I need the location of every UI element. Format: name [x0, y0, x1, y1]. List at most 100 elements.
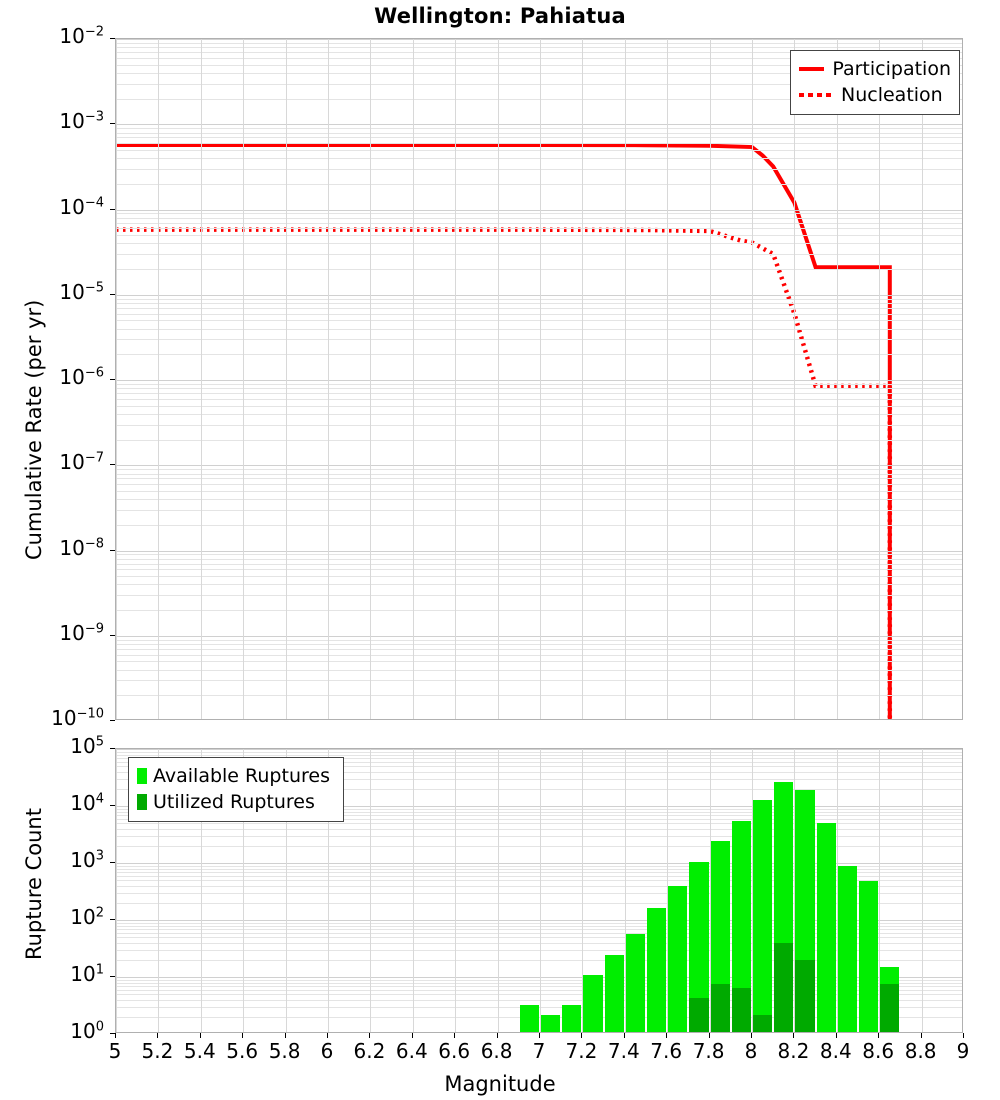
gridline-minor [116, 473, 962, 475]
curve-nucleation [116, 227, 893, 719]
y-tick-mark [110, 549, 115, 551]
gridline-minor [116, 52, 962, 54]
gridline-minor [116, 42, 962, 44]
gridline-minor [116, 217, 962, 219]
gridline-major [116, 380, 962, 381]
x-tick-mark [199, 1033, 201, 1038]
gridline-minor [116, 932, 962, 934]
x-tick-mark [369, 1033, 371, 1038]
bar-available-ruptures [816, 822, 836, 1032]
legend-item: Utilized Ruptures [137, 789, 335, 815]
x-axis-label: Magnitude [444, 1072, 556, 1096]
gridline-vertical [328, 39, 329, 719]
gridline-minor [116, 398, 962, 400]
gridline-vertical [200, 749, 202, 1032]
y-tick-mark [110, 748, 115, 749]
gridline-minor [116, 478, 962, 480]
gridline-minor [116, 413, 962, 415]
gridline-minor [116, 989, 962, 991]
bar-utilized-ruptures [731, 987, 751, 1032]
gridline-minor [116, 584, 962, 586]
bar-available-ruptures [625, 934, 645, 1032]
gridline-major [116, 39, 962, 40]
gridline-minor [116, 766, 962, 768]
gridline-minor [116, 128, 962, 130]
gridline-minor [116, 823, 962, 825]
gridline-minor [116, 761, 962, 763]
x-tick-mark [920, 1033, 922, 1038]
gridline-vertical [116, 39, 117, 719]
gridline-vertical [158, 39, 160, 719]
y-tick-label: 105 [70, 734, 104, 758]
bar-utilized-ruptures [753, 1014, 773, 1032]
y-tick-mark [110, 1033, 115, 1034]
gridline-minor [116, 303, 962, 304]
gridline-minor [116, 902, 962, 904]
gridline-major [116, 635, 962, 637]
bar-utilized-ruptures [774, 943, 794, 1032]
x-tick-label: 8.8 [904, 1039, 937, 1063]
gridline-minor [116, 828, 962, 830]
gridline-minor [116, 499, 962, 501]
gridline-minor [116, 644, 962, 645]
gridline-minor [116, 298, 962, 300]
x-tick-mark [284, 1033, 286, 1038]
x-tick-mark [623, 1033, 625, 1038]
gridline-minor [116, 994, 962, 996]
x-tick-label: 6 [320, 1039, 334, 1063]
gridline-vertical [624, 39, 626, 719]
gridline-minor [116, 132, 962, 134]
gridline-minor [116, 814, 962, 816]
y-tick-label: 10−7 [59, 450, 104, 475]
x-tick-mark [793, 1033, 795, 1038]
gridline-minor [116, 243, 962, 245]
x-tick-mark [411, 1033, 413, 1038]
gridline-minor [116, 937, 962, 939]
gridline-minor [116, 64, 962, 66]
bar-available-ruptures [583, 975, 603, 1032]
legend-label: Available Ruptures [153, 765, 330, 787]
gridline-minor [116, 754, 962, 756]
y-tick-label: 103 [70, 848, 104, 872]
y-tick-label: 104 [70, 791, 104, 815]
gridline-vertical [158, 749, 160, 1032]
rupture-count-plot [115, 748, 963, 1033]
x-tick-label: 9 [956, 1039, 970, 1063]
x-tick-label: 8.2 [777, 1039, 810, 1063]
gridline-vertical [497, 39, 499, 719]
gridline-minor [116, 269, 962, 271]
y-tick-label: 10−4 [59, 194, 104, 219]
legend-label: Nucleation [841, 84, 943, 106]
x-tick-label: 7.2 [565, 1039, 598, 1063]
bar-available-ruptures [731, 821, 751, 1032]
gridline-minor [116, 254, 962, 256]
gridline-minor [116, 922, 962, 924]
y-tick-label: 10−3 [59, 109, 104, 134]
gridline-minor [116, 307, 962, 309]
gridline-minor [116, 669, 962, 671]
gridline-vertical [667, 749, 669, 1032]
gridline-minor [116, 942, 962, 944]
x-tick-label: 8 [744, 1039, 758, 1063]
y-tick-mark [110, 976, 115, 977]
y-tick-mark [110, 919, 115, 920]
bar-utilized-ruptures [689, 997, 709, 1032]
gridline-vertical [285, 39, 287, 719]
gridline-minor [116, 383, 962, 385]
legend-label: Utilized Ruptures [153, 791, 315, 813]
color-swatch-icon [137, 794, 147, 810]
x-tick-label: 6.8 [480, 1039, 513, 1063]
gridline-minor [116, 757, 962, 759]
x-tick-mark [835, 1033, 837, 1038]
gridline-vertical [752, 749, 753, 1032]
gridline-vertical [624, 749, 626, 1032]
gridline-minor [116, 811, 962, 813]
x-tick-label: 5.2 [141, 1039, 174, 1063]
rate-curves [116, 143, 893, 719]
gridline-minor [116, 680, 962, 682]
gridline-vertical [836, 39, 838, 719]
x-tick-label: 6.4 [395, 1039, 428, 1063]
y-tick-label: 10−2 [59, 24, 104, 48]
gridline-minor [116, 235, 962, 237]
gridline-major [116, 977, 962, 978]
